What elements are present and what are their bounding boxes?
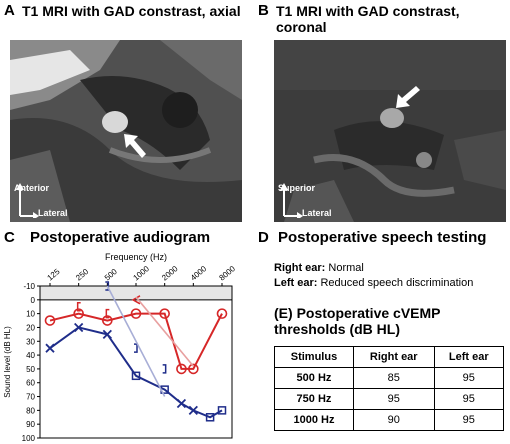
cvemp-table: Stimulus Right ear Left ear 500 Hz 85 95… — [274, 346, 505, 431]
mri-axial-image: Anterior Lateral — [10, 40, 242, 222]
data-point — [105, 281, 110, 291]
orientation-axes-icon — [280, 183, 303, 218]
table-header-row: Stimulus Right ear Left ear — [274, 346, 505, 368]
data-point — [188, 405, 198, 416]
y-tick-label: 40 — [26, 351, 35, 360]
series-line — [49, 326, 223, 419]
data-point — [102, 315, 113, 326]
data-point — [73, 308, 84, 319]
panel-b-label: B — [258, 2, 269, 19]
arrow-icon — [124, 134, 146, 158]
panel-e-label: (E) — [274, 305, 293, 321]
y-tick-label: 80 — [26, 406, 35, 415]
table-cell: 500 Hz — [274, 367, 354, 389]
panel-a-title: T1 MRI with GAD constrast, axial — [22, 3, 241, 19]
panel-e-title-line1: Postoperative cVEMP — [296, 305, 441, 321]
table-cell: 95 — [433, 388, 505, 410]
y-tick-label: 30 — [26, 337, 35, 346]
arrow-icon — [396, 86, 420, 108]
data-point — [134, 343, 138, 353]
data-point — [216, 308, 228, 319]
y-tick-label: -10 — [23, 282, 35, 291]
speech-left-value: Reduced speech discrimination — [320, 277, 474, 289]
table-header: Right ear — [352, 346, 435, 368]
data-point — [74, 322, 84, 333]
table-header: Stimulus — [274, 346, 354, 368]
audiogram-chart: -10 0 10 20 30 40 50 60 70 80 90 100 125 250 500 1000 20… — [3, 252, 238, 443]
speech-right-label: Right ear: — [274, 262, 326, 274]
table-cell: 95 — [352, 388, 435, 410]
x-tick-label: 500 — [103, 267, 119, 283]
y-tick-label: 10 — [26, 310, 35, 319]
panel-c-label: C — [4, 229, 15, 246]
data-point — [44, 315, 56, 326]
data-point — [176, 363, 187, 375]
table-cell: 90 — [352, 409, 435, 431]
x-tick-label: 125 — [46, 267, 62, 283]
y-axis-label: Sound level (dB HL) — [3, 326, 12, 398]
speech-right-value: Normal — [328, 262, 364, 274]
data-point — [105, 308, 110, 319]
data-point — [176, 398, 187, 409]
data-point — [217, 406, 227, 415]
panel-a-label: A — [4, 2, 15, 19]
table-cell: 750 Hz — [274, 388, 354, 410]
y-tick-label: 70 — [26, 393, 35, 402]
x-axis-label: Frequency (Hz) — [105, 252, 167, 262]
data-point — [159, 308, 170, 319]
orientation-lateral-label: Lateral — [38, 208, 68, 218]
speech-left-ear: Left ear: Reduced speech discrimination — [274, 276, 473, 291]
series-line — [135, 296, 194, 367]
data-point — [130, 308, 142, 319]
speech-right-ear: Right ear: Normal — [274, 261, 364, 276]
orientation-lateral-label: Lateral — [302, 208, 332, 218]
series-line — [106, 285, 166, 397]
data-point — [188, 363, 199, 375]
panel-e-title: (E) Postoperative cVEMP thresholds (dB H… — [274, 305, 441, 337]
panel-b-title: T1 MRI with GAD constrast, coronal — [276, 3, 460, 35]
x-tick-label: 250 — [74, 267, 90, 283]
panel-c-title: Postoperative audiogram — [30, 229, 211, 246]
x-tick-label: 8000 — [218, 264, 238, 283]
data-point — [76, 301, 81, 312]
panel-d-label: D — [258, 229, 269, 246]
data-point — [205, 413, 215, 422]
y-tick-label: 100 — [22, 434, 36, 443]
table-cell: 95 — [433, 409, 505, 431]
panel-e-title-line2: thresholds (dB HL) — [274, 321, 400, 337]
orientation-superior-label: Superior — [278, 183, 316, 193]
data-point — [102, 329, 112, 339]
table-cell: 95 — [433, 367, 505, 389]
table-row: 750 Hz 95 95 — [274, 388, 505, 410]
panel-d-title: Postoperative speech testing — [278, 229, 487, 246]
data-point — [131, 295, 141, 305]
mri-coronal-image: Superior Lateral — [274, 40, 506, 222]
table-cell: 85 — [352, 367, 435, 389]
normal-range-band — [40, 286, 232, 300]
y-tick-label: 50 — [26, 365, 35, 374]
data-point — [45, 343, 55, 353]
data-point — [131, 371, 141, 381]
orientation-axes-icon — [16, 183, 39, 218]
data-point — [162, 364, 167, 374]
y-tick-label: 60 — [26, 379, 35, 388]
speech-left-label: Left ear: — [274, 277, 318, 289]
table-header: Left ear — [433, 346, 505, 368]
table-row: 1000 Hz 90 95 — [274, 409, 505, 431]
orientation-anterior-label: Anterior — [14, 183, 50, 193]
x-tick-label: 2000 — [160, 264, 180, 283]
y-tick-label: 90 — [26, 420, 35, 429]
table-row: 500 Hz 85 95 — [274, 367, 505, 389]
table-cell: 1000 Hz — [274, 409, 354, 431]
y-tick-label: 20 — [26, 323, 35, 332]
x-tick-label: 1000 — [132, 264, 152, 283]
x-tick-label: 4000 — [189, 264, 209, 283]
y-tick-label: 0 — [31, 296, 36, 305]
